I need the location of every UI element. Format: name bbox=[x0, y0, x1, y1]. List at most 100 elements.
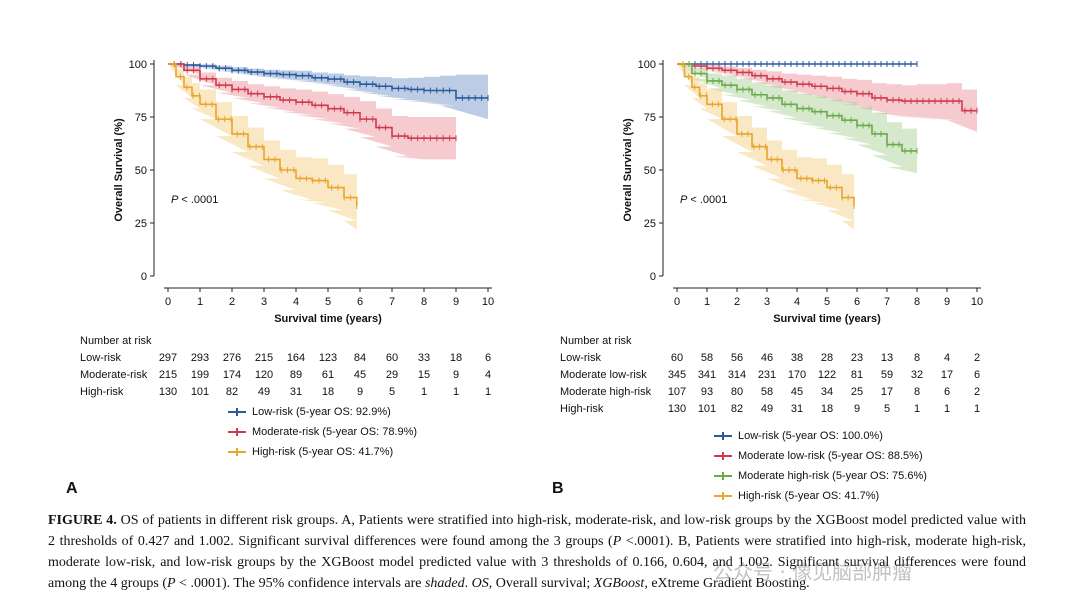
x-axis-label: Survival time (years) bbox=[274, 313, 382, 325]
risk-table-title: Number at risk bbox=[560, 335, 632, 347]
risk-cell: 297 bbox=[158, 352, 178, 364]
x-tick-label: 7 bbox=[884, 296, 890, 308]
x-tick-label: 0 bbox=[674, 296, 680, 308]
risk-table-b: Number at risk Low-risk 60 58 56 46 38 28 23 13 8… bbox=[560, 333, 980, 418]
x-tick-label: 1 bbox=[704, 296, 710, 308]
legend-item: Low-risk (5-year OS: 100.0%) bbox=[714, 426, 927, 446]
risk-cell: 1 bbox=[973, 403, 981, 415]
km-plot-a: 0 25 50 75 100 0 1 2 3 4 5 6 7 8 9 10 Survival time (yea… bbox=[113, 59, 494, 325]
panel-label-a: A bbox=[66, 480, 78, 497]
risk-cell: 6 bbox=[484, 352, 492, 364]
x-tick-label: 2 bbox=[229, 296, 235, 308]
y-tick-label: 75 bbox=[644, 112, 656, 124]
risk-cell: 45 bbox=[353, 369, 367, 381]
x-tick-label: 7 bbox=[389, 296, 395, 308]
risk-cell: 18 bbox=[449, 352, 463, 364]
risk-table-row: Moderate high-risk 107 93 80 58 45 34 25 17 8 6 2 bbox=[560, 384, 980, 401]
risk-cell: 46 bbox=[760, 352, 774, 364]
survival-curve bbox=[677, 63, 977, 112]
legend-item: High-risk (5-year OS: 41.7%) bbox=[714, 486, 927, 506]
risk-cell: 80 bbox=[730, 386, 744, 398]
survival-curve bbox=[168, 63, 456, 139]
risk-cell: 6 bbox=[943, 386, 951, 398]
risk-cell: 13 bbox=[880, 352, 894, 364]
risk-cell: 93 bbox=[700, 386, 714, 398]
risk-cell: 1 bbox=[943, 403, 951, 415]
risk-table-row: High-risk 130 101 82 49 31 18 9 5 1 1 1 bbox=[560, 401, 980, 418]
legend-item: Low-risk (5-year OS: 92.9%) bbox=[228, 402, 417, 422]
risk-row-label: Moderate low-risk bbox=[560, 369, 647, 381]
y-tick-label: 25 bbox=[135, 218, 147, 230]
survival-curve bbox=[677, 63, 855, 207]
risk-cell: 8 bbox=[913, 386, 921, 398]
risk-cell: 45 bbox=[790, 386, 804, 398]
risk-cell: 84 bbox=[353, 352, 367, 364]
legend-item: Moderate-risk (5-year OS: 78.9%) bbox=[228, 422, 417, 442]
y-tick-label: 50 bbox=[135, 165, 147, 177]
x-tick-label: 2 bbox=[734, 296, 740, 308]
panel-label-b: B bbox=[552, 480, 564, 497]
x-tick-label: 6 bbox=[854, 296, 860, 308]
x-tick-label: 6 bbox=[357, 296, 363, 308]
panel-b: 0 25 50 75 100 0 1 2 3 4 5 6 7 8 9 10 Survival time (yea… bbox=[530, 40, 1050, 510]
watermark: 公众号 · 像见脑部肿瘤 bbox=[713, 560, 913, 584]
legend-label: High-risk (5-year OS: 41.7%) bbox=[738, 490, 880, 502]
x-tick-label: 9 bbox=[453, 296, 459, 308]
risk-cell: 101 bbox=[190, 386, 210, 398]
risk-cell: 9 bbox=[452, 369, 460, 381]
risk-cell: 9 bbox=[356, 386, 364, 398]
risk-cell: 2 bbox=[973, 352, 981, 364]
y-tick-label: 75 bbox=[135, 112, 147, 124]
risk-table-title: Number at risk bbox=[80, 335, 152, 347]
risk-table-row: High-risk 130 101 82 49 31 18 9 5 1 1 1 bbox=[80, 384, 491, 401]
risk-row-label: Moderate-risk bbox=[80, 369, 148, 381]
x-tick-label: 9 bbox=[944, 296, 950, 308]
survival-curve bbox=[168, 63, 358, 207]
x-tick-label: 5 bbox=[824, 296, 830, 308]
risk-cell: 38 bbox=[790, 352, 804, 364]
panel-a: 0 25 50 75 100 0 1 2 3 4 5 6 7 8 9 10 Survival time (yea… bbox=[30, 40, 550, 510]
caption-figure-label: FIGURE 4. bbox=[48, 513, 117, 528]
risk-cell: 18 bbox=[321, 386, 335, 398]
risk-row-label: Moderate high-risk bbox=[560, 386, 652, 398]
y-axis-label: Overall Survival (%) bbox=[113, 118, 125, 222]
risk-cell: 199 bbox=[190, 369, 210, 381]
risk-cell: 17 bbox=[880, 386, 894, 398]
x-tick-label: 5 bbox=[325, 296, 331, 308]
risk-row-label: Low-risk bbox=[560, 352, 601, 364]
risk-cell: 1 bbox=[452, 386, 460, 398]
risk-cell: 32 bbox=[910, 369, 924, 381]
risk-cell: 130 bbox=[667, 403, 687, 415]
risk-cell: 1 bbox=[484, 386, 492, 398]
legend-a: Low-risk (5-year OS: 92.9%) Moderate-risk… bbox=[228, 402, 417, 462]
risk-row-label: High-risk bbox=[80, 386, 124, 398]
p-value-annotation-a: P < .0001 bbox=[171, 194, 219, 206]
y-tick-label: 0 bbox=[650, 271, 656, 283]
risk-cell: 81 bbox=[850, 369, 864, 381]
risk-cell: 31 bbox=[790, 403, 804, 415]
figure-caption: FIGURE 4. OS of patients in different ri… bbox=[48, 513, 1026, 591]
risk-cell: 89 bbox=[289, 369, 303, 381]
risk-cell: 5 bbox=[883, 403, 891, 415]
survival-curve bbox=[168, 63, 488, 99]
legend-swatch bbox=[228, 406, 246, 418]
y-tick-label: 0 bbox=[141, 271, 147, 283]
risk-cell: 82 bbox=[730, 403, 744, 415]
risk-cell: 123 bbox=[318, 352, 338, 364]
risk-cell: 314 bbox=[727, 369, 747, 381]
risk-cell: 276 bbox=[222, 352, 242, 364]
x-tick-label: 8 bbox=[421, 296, 427, 308]
risk-cell: 60 bbox=[385, 352, 399, 364]
risk-cell: 4 bbox=[943, 352, 951, 364]
risk-cell: 215 bbox=[254, 352, 274, 364]
risk-cell: 122 bbox=[817, 369, 837, 381]
risk-cell: 31 bbox=[289, 386, 303, 398]
km-plot-b: 0 25 50 75 100 0 1 2 3 4 5 6 7 8 9 10 Survival time (yea… bbox=[622, 59, 983, 325]
y-tick-label: 100 bbox=[129, 59, 147, 71]
x-tick-label: 10 bbox=[971, 296, 983, 308]
risk-cell: 4 bbox=[484, 369, 492, 381]
y-axis-label: Overall Survival (%) bbox=[622, 118, 634, 222]
risk-cell: 82 bbox=[225, 386, 239, 398]
x-tick-label: 3 bbox=[261, 296, 267, 308]
risk-cell: 49 bbox=[760, 403, 774, 415]
